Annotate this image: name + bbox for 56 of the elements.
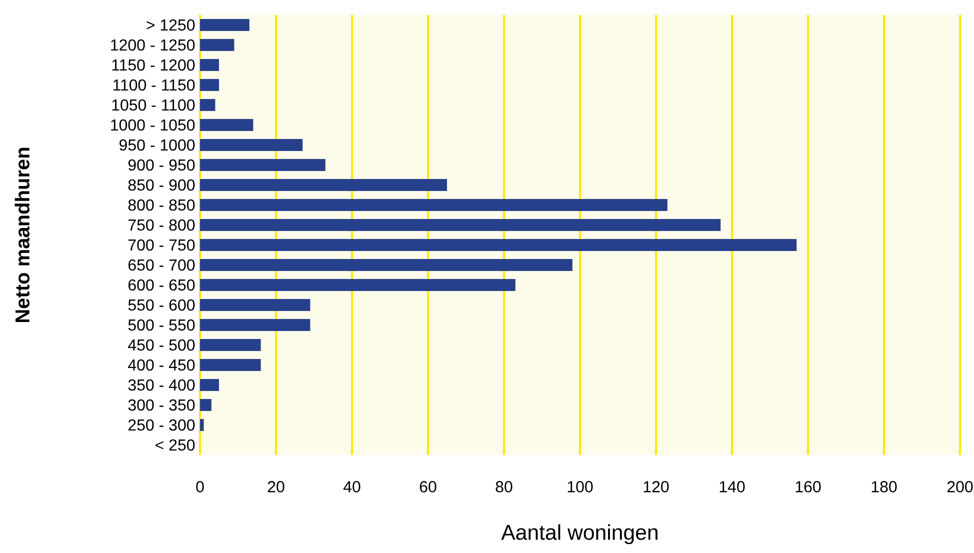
y-tick-label: 450 - 500 — [128, 339, 195, 351]
y-tick-label: 300 - 350 — [128, 399, 195, 411]
y-tick-label: 400 - 450 — [128, 359, 195, 371]
y-tick-label: 550 - 600 — [128, 299, 195, 311]
y-tick-label: 500 - 550 — [128, 319, 195, 331]
bar — [200, 19, 250, 31]
x-tick-label: 80 — [496, 481, 512, 492]
bar — [200, 139, 303, 151]
bar — [200, 319, 310, 332]
x-axis-title: Aantal woningen — [501, 524, 658, 544]
y-tick-label: 1100 - 1150 — [113, 79, 195, 91]
y-tick-label: 1150 - 1200 — [112, 59, 195, 71]
bar — [200, 359, 261, 372]
bar — [200, 239, 797, 252]
x-tick-label: 40 — [343, 481, 360, 492]
bar — [200, 179, 448, 191]
y-tick-label: > 1250 — [146, 19, 195, 31]
y-tick-label: 700 - 750 — [128, 239, 195, 251]
x-tick-label: 100 — [568, 481, 593, 492]
x-tick-label: 200 — [947, 481, 973, 492]
x-tick-label: 180 — [872, 481, 897, 492]
y-tick-label: 900 - 950 — [128, 159, 195, 171]
y-tick-label: 800 - 850 — [128, 199, 195, 211]
bar — [200, 119, 254, 131]
y-tick-label: 350 - 400 — [128, 379, 195, 391]
bar — [200, 399, 212, 412]
bar — [200, 279, 516, 292]
bar — [200, 339, 261, 352]
y-tick-label: < 250 — [156, 439, 195, 451]
y-tick-label: 1050 - 1100 — [112, 99, 195, 111]
bar — [200, 99, 216, 112]
y-tick-label: 950 - 1000 — [120, 139, 195, 151]
bar — [200, 39, 234, 52]
x-tick-label: 160 — [796, 481, 821, 492]
x-tick-label: 120 — [644, 481, 669, 492]
x-tick-label: 0 — [196, 481, 204, 492]
bar — [200, 199, 668, 211]
bar — [200, 259, 572, 271]
y-tick-label: 600 - 650 — [128, 279, 195, 291]
bar — [200, 379, 219, 392]
y-axis-title: Netto maandhuren — [14, 148, 30, 322]
x-tick-label: 60 — [420, 481, 436, 492]
y-tick-label: 850 - 900 — [128, 179, 195, 191]
bar — [200, 159, 326, 172]
x-tick-label: 140 — [720, 481, 745, 492]
bar — [200, 59, 219, 71]
bar — [200, 219, 721, 232]
bar — [200, 79, 219, 91]
x-tick-label: 20 — [268, 481, 284, 492]
y-tick-label: 1000 - 1050 — [111, 119, 195, 131]
y-tick-label: 1200 - 1250 — [111, 39, 195, 51]
bar — [200, 299, 310, 312]
y-tick-label: 750 - 800 — [128, 219, 195, 231]
bar — [200, 419, 204, 432]
y-tick-label: 250 - 300 — [128, 419, 195, 431]
y-tick-label: 650 - 700 — [128, 259, 195, 271]
